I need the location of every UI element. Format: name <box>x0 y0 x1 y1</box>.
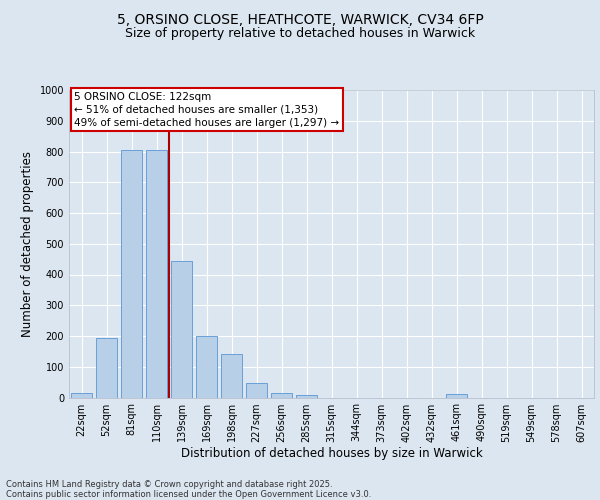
Y-axis label: Number of detached properties: Number of detached properties <box>21 151 34 337</box>
Bar <box>446 394 467 398</box>
Bar <box>71 393 92 398</box>
X-axis label: Distribution of detached houses by size in Warwick: Distribution of detached houses by size … <box>181 448 482 460</box>
Bar <box>271 393 292 398</box>
Bar <box>96 338 117 398</box>
Bar <box>246 383 267 398</box>
Text: Contains public sector information licensed under the Open Government Licence v3: Contains public sector information licen… <box>6 490 371 499</box>
Bar <box>171 260 192 398</box>
Text: Size of property relative to detached houses in Warwick: Size of property relative to detached ho… <box>125 28 475 40</box>
Bar <box>196 336 217 398</box>
Bar <box>221 354 242 398</box>
Bar <box>146 150 167 398</box>
Bar <box>296 395 317 398</box>
Text: 5 ORSINO CLOSE: 122sqm
← 51% of detached houses are smaller (1,353)
49% of semi-: 5 ORSINO CLOSE: 122sqm ← 51% of detached… <box>74 92 340 128</box>
Text: 5, ORSINO CLOSE, HEATHCOTE, WARWICK, CV34 6FP: 5, ORSINO CLOSE, HEATHCOTE, WARWICK, CV3… <box>116 12 484 26</box>
Bar <box>121 150 142 398</box>
Text: Contains HM Land Registry data © Crown copyright and database right 2025.: Contains HM Land Registry data © Crown c… <box>6 480 332 489</box>
